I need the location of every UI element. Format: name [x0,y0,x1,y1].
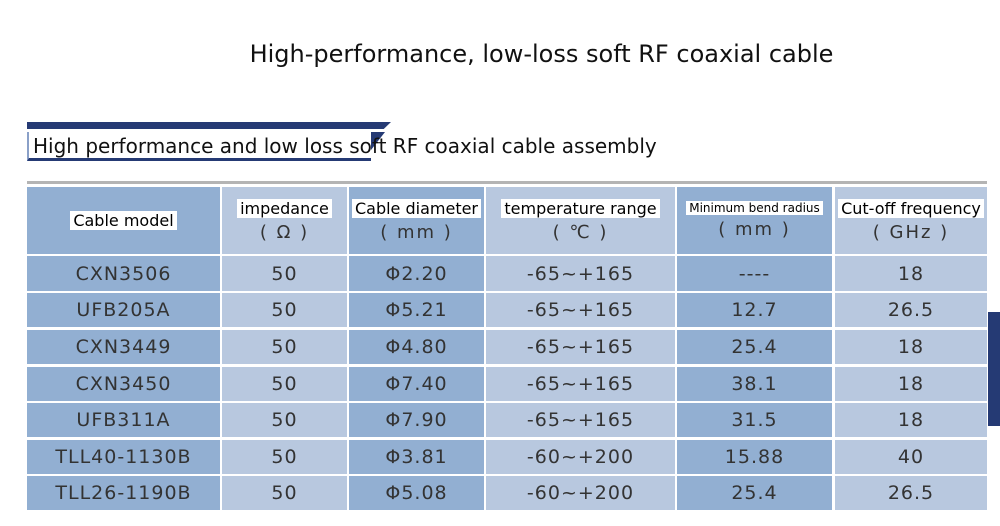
column-header: Cable model [27,187,220,254]
table-cell: 50 [222,403,347,437]
table-cell: 12.7 [677,293,832,327]
table-cell: 50 [222,367,347,401]
header-unit: ( ℃ ) [552,221,609,243]
column-header: Cut-off frequency ( GHz ) [835,187,987,254]
table-cell: UFB205A [27,293,220,327]
table-cell: 18 [835,403,987,437]
table-cell: 50 [222,330,347,364]
table-cell: 18 [835,256,987,291]
table-cell: 25.4 [677,476,832,510]
section-title: High performance and low loss soft RF co… [33,134,657,158]
header-label: temperature range [501,198,660,218]
side-accent-bar [988,312,1000,426]
table-cell: TLL40-1130B [27,440,220,474]
page-title: High-performance, low-loss soft RF coaxi… [249,40,834,68]
table-cell: 50 [222,256,347,291]
table-cell: 26.5 [835,476,987,510]
table-cell: -65~+165 [486,256,675,291]
table-cell: CXN3450 [27,367,220,401]
table-cell: -65~+165 [486,403,675,437]
table-cell: 26.5 [835,293,987,327]
table-cell: 38.1 [677,367,832,401]
table-cell: 31.5 [677,403,832,437]
column-header: Minimum bend radius ( mm ) [677,187,832,254]
table-cell: -65~+165 [486,330,675,364]
header-unit: ( GHz ) [872,221,950,243]
header-unit: ( Ω ) [259,221,310,243]
section-header-bar [27,122,391,129]
table-cell: -60~+200 [486,476,675,510]
column-header: Cable diameter ( mm ) [349,187,484,254]
header-unit: ( mm ) [718,219,791,240]
table-cell: -65~+165 [486,293,675,327]
table-cell: 18 [835,330,987,364]
table-cell: Φ7.90 [349,403,484,437]
table-cell: 18 [835,367,987,401]
table-cell: 50 [222,476,347,510]
table-cell: Φ3.81 [349,440,484,474]
table-cell: Φ7.40 [349,367,484,401]
column-header: impedance ( Ω ) [222,187,347,254]
section-header-frame [27,132,371,161]
header-label: Cable model [70,211,177,230]
header-unit: ( mm ) [380,221,453,243]
table-cell: -65~+165 [486,367,675,401]
table-cell: 15.88 [677,440,832,474]
table-cell: Φ4.80 [349,330,484,364]
header-label: impedance [237,198,332,218]
table-cell: CXN3506 [27,256,220,291]
table-cell: -60~+200 [486,440,675,474]
table-cell: TLL26-1190B [27,476,220,510]
table-cell: ---- [677,256,832,291]
table-cell: Φ5.21 [349,293,484,327]
table-cell: 40 [835,440,987,474]
spec-table: Cable model impedance ( Ω ) Cable diameter (… [27,181,987,510]
table-cell: UFB311A [27,403,220,437]
table-cell: 25.4 [677,330,832,364]
table-cell: 50 [222,293,347,327]
column-header: temperature range ( ℃ ) [486,187,675,254]
table-cell: Φ2.20 [349,256,484,291]
header-label: Cable diameter [351,198,482,218]
header-label: Cut-off frequency [838,198,984,218]
table-cell: CXN3449 [27,330,220,364]
table-cell: Φ5.08 [349,476,484,510]
header-label: Minimum bend radius [686,201,823,215]
table-cell: 50 [222,440,347,474]
